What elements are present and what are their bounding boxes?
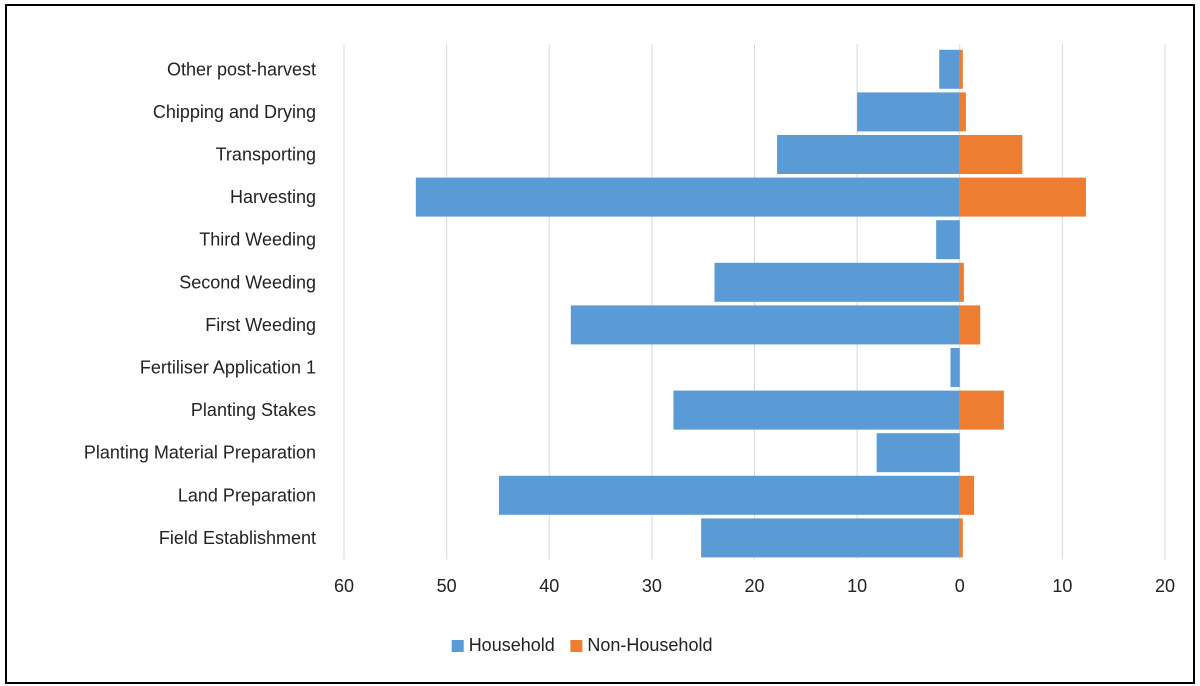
bar-non-household (959, 92, 966, 132)
bar-non-household (959, 475, 975, 515)
bar-non-household (959, 49, 963, 89)
x-tick-label: 50 (437, 576, 457, 596)
bar-household (498, 475, 960, 515)
bar-household (415, 177, 960, 217)
bar-household (950, 348, 960, 387)
bar-household (714, 262, 960, 302)
bar-household (570, 305, 960, 345)
x-tick-label: 10 (1052, 576, 1072, 596)
category-label: Other post-harvest (167, 59, 316, 79)
category-label: Planting Stakes (191, 400, 316, 420)
bar-household (777, 135, 960, 174)
bar-non-household (959, 177, 1086, 217)
x-tick-label: 20 (744, 576, 764, 596)
category-label: Chipping and Drying (153, 102, 316, 122)
category-label: Third Weeding (199, 230, 316, 250)
category-label: Field Establishment (159, 528, 316, 548)
legend-label: Household (469, 635, 555, 655)
bar-non-household (959, 390, 1004, 430)
legend-swatch (451, 640, 464, 652)
x-tick-label: 0 (955, 576, 965, 596)
bar-household (876, 433, 960, 473)
bar-household (939, 49, 960, 89)
category-label: Fertiliser Application 1 (140, 358, 316, 378)
bar-household (936, 220, 960, 260)
x-tick-label: 60 (334, 576, 354, 596)
bar-household (701, 518, 960, 558)
bar-household (673, 390, 960, 430)
x-tick-label: 20 (1155, 576, 1175, 596)
bar-non-household (959, 518, 963, 558)
category-label: First Weeding (205, 315, 316, 335)
category-label: Planting Material Preparation (84, 443, 316, 463)
legend-swatch (570, 640, 583, 652)
bar-non-household (959, 305, 981, 345)
legend-label: Non-Household (587, 635, 712, 655)
x-tick-label: 30 (642, 576, 662, 596)
category-label: Land Preparation (178, 485, 316, 505)
category-label: Transporting (216, 145, 316, 165)
bar-non-household (959, 262, 964, 302)
bar-household (857, 92, 960, 132)
x-tick-label: 10 (847, 576, 867, 596)
category-label: Harvesting (230, 187, 316, 207)
bar-non-household (959, 135, 1023, 174)
x-tick-label: 40 (539, 576, 559, 596)
category-label: Second Weeding (179, 272, 316, 292)
